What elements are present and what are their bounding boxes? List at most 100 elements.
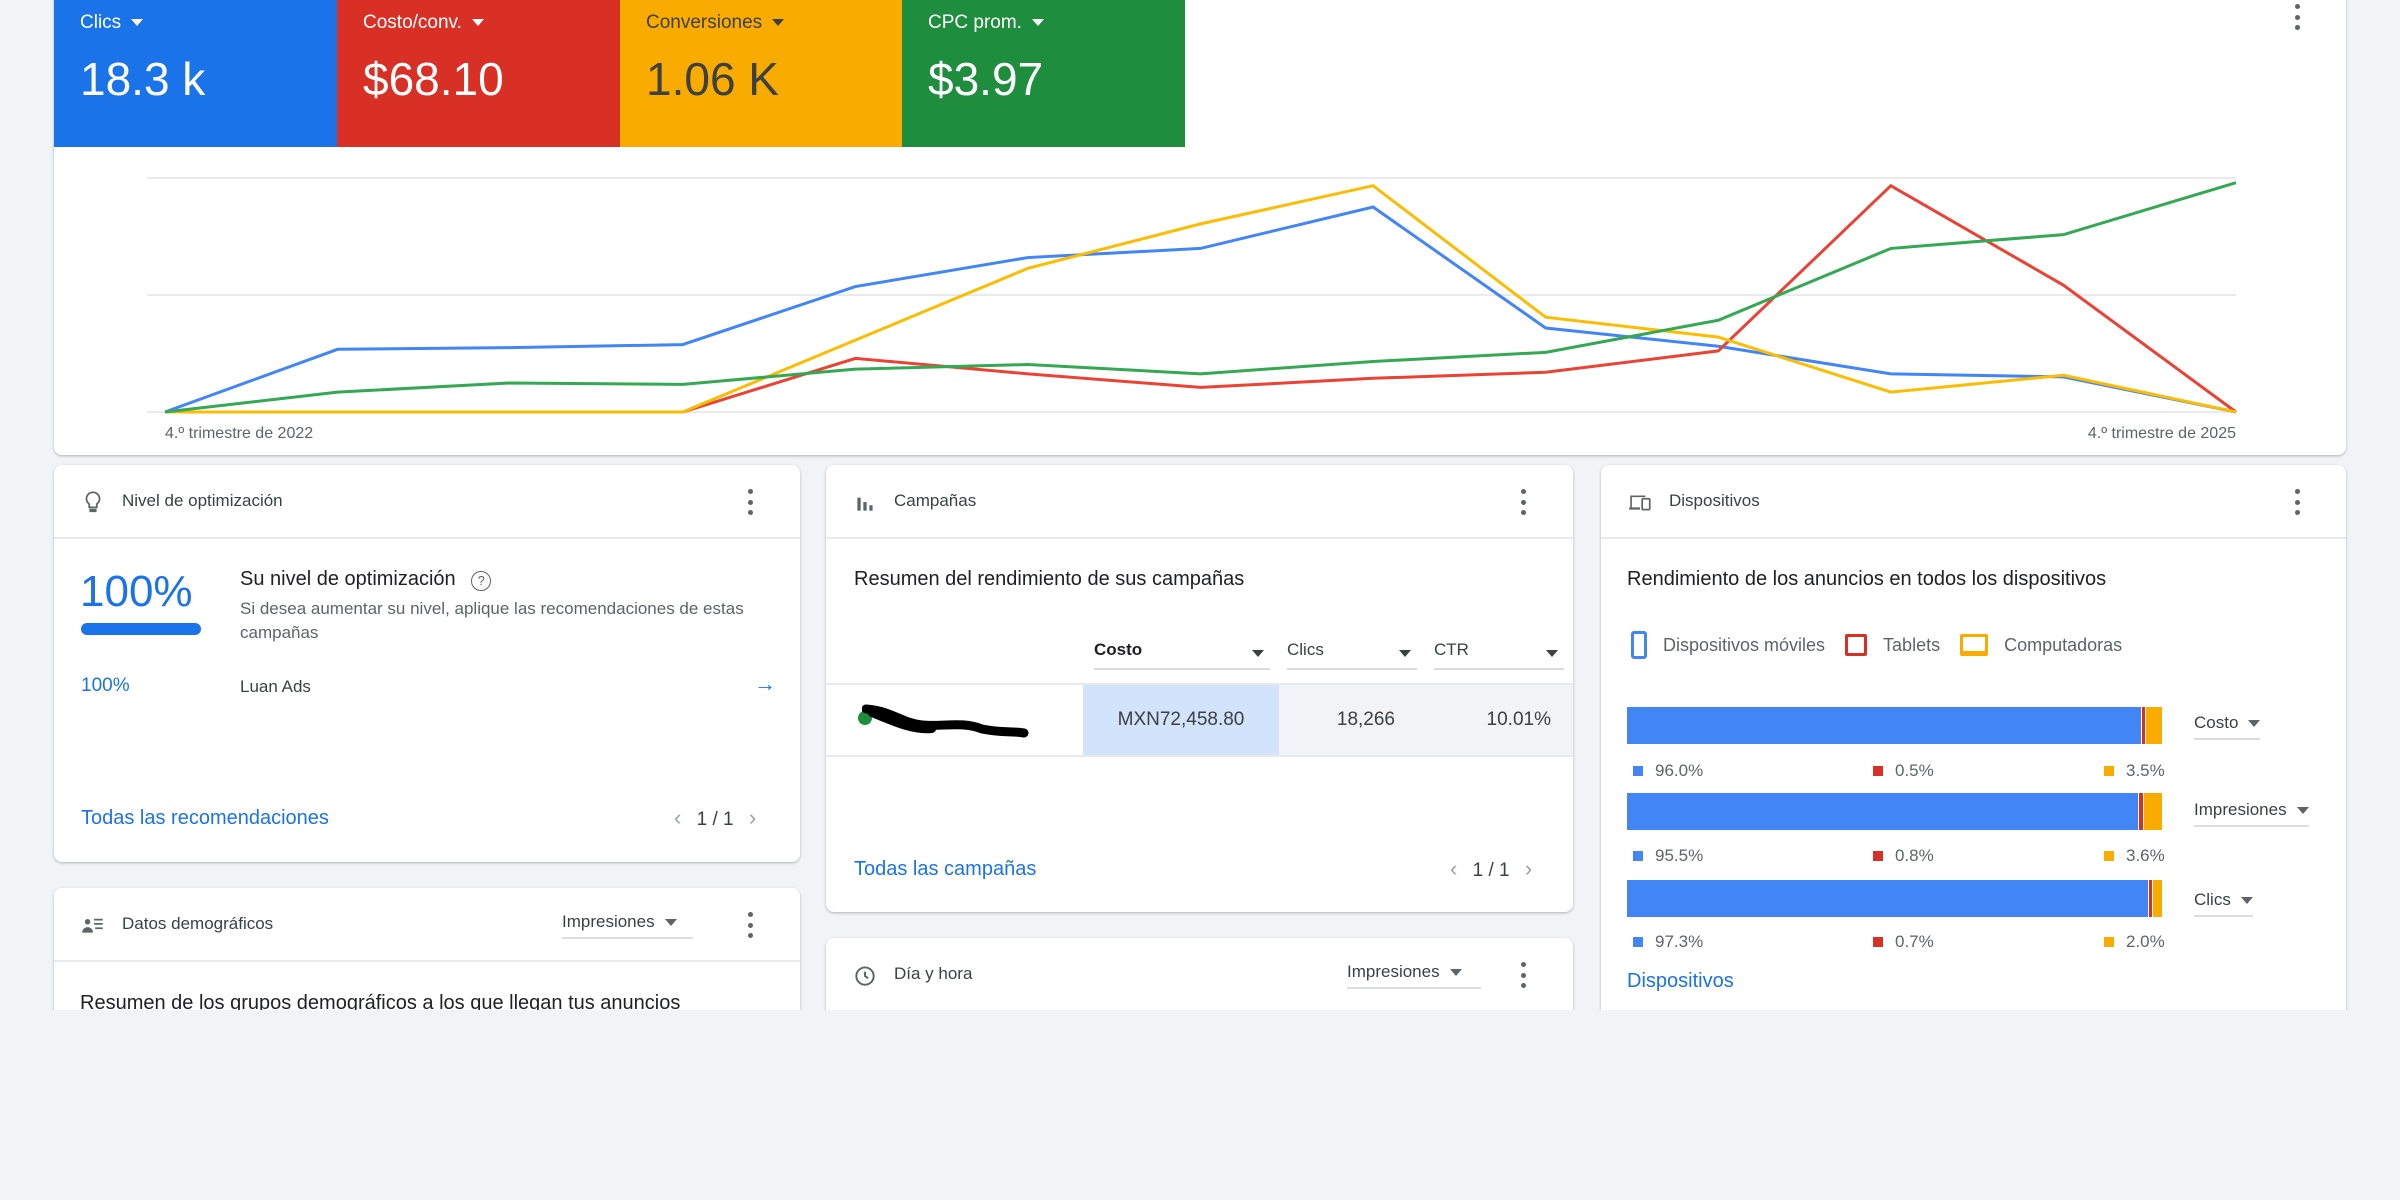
page-indicator: 1 / 1 <box>696 809 734 830</box>
metric-value: 1.06 K <box>646 53 779 105</box>
bar-segment-tablet <box>2147 880 2152 917</box>
metric-label[interactable]: Conversiones <box>646 12 785 34</box>
optimization-description: Si desea aumentar su nivel, aplique las … <box>240 599 744 642</box>
device-bar <box>1627 707 2162 744</box>
bar-chart-icon <box>857 497 873 511</box>
metric-dropdown[interactable]: Clics <box>2194 890 2253 917</box>
metric-value: $68.10 <box>363 53 504 105</box>
prev-page-button[interactable]: ‹ <box>1450 856 1458 881</box>
bar-segment-tablet <box>2140 707 2145 744</box>
metric-label[interactable]: Clics <box>80 12 144 34</box>
bar-segment-tablet <box>2138 793 2143 830</box>
card-title: Campañas <box>894 491 977 510</box>
more-options-icon[interactable] <box>1513 485 1533 519</box>
more-options-icon[interactable] <box>2287 0 2307 34</box>
optimization-card: Nivel de optimización 100% Su nivel de o… <box>54 465 800 862</box>
card-title: Datos demográficos <box>122 914 274 933</box>
demographics-card: Datos demográficos Impresiones Resumen d… <box>54 888 800 1010</box>
help-icon[interactable]: ? <box>471 571 492 591</box>
metric-label[interactable]: CPC prom. <box>928 12 1044 34</box>
all-campaigns-link[interactable]: Todas las campañas <box>854 858 1037 880</box>
column-header-clicks[interactable]: Clics <box>1287 640 1417 670</box>
legend-tablet: Tablets <box>1883 634 1941 655</box>
all-recommendations-link[interactable]: Todas las recomendaciones <box>81 807 329 829</box>
chevron-down-icon <box>1031 19 1044 27</box>
column-header-cost[interactable]: Costo <box>1094 640 1270 670</box>
phone-icon <box>1631 631 1647 659</box>
metric-value: 18.3 k <box>80 53 206 105</box>
device-bar <box>1627 793 2162 830</box>
bar-segment-mobile <box>1627 707 2141 744</box>
metric-dropdown[interactable]: Impresiones <box>1347 962 1481 989</box>
percent-label: 95.5% <box>1633 846 1703 866</box>
percent-label: 0.8% <box>1873 846 1934 866</box>
demographics-title: Resumen de los grupos demográficos a los… <box>80 992 681 1010</box>
account-name: Luan Ads <box>240 677 311 696</box>
metric-dropdown[interactable]: Costo <box>2194 713 2261 740</box>
optimization-score: 100% <box>80 567 193 616</box>
more-options-icon[interactable] <box>740 485 760 519</box>
card-header: Campañas <box>826 465 1573 539</box>
redacted-campaign-name <box>862 704 1029 738</box>
card-header: Nivel de optimización <box>54 465 800 539</box>
legend-mobile: Dispositivos móviles <box>1663 634 1826 655</box>
column-header-ctr[interactable]: CTR <box>1434 640 1564 670</box>
lightbulb-icon <box>85 491 101 513</box>
bar-segment-mobile <box>1627 880 2148 917</box>
ctr-cell: 10.01% <box>1429 685 1573 755</box>
series-line-costo-conv- <box>165 183 2237 414</box>
devices-legend: Dispositivos móviles Tablets Computadora… <box>1631 631 2122 659</box>
legend-computer: Computadoras <box>2004 634 2123 655</box>
card-title: Dispositivos <box>1669 491 1760 510</box>
series-line-clics <box>164 205 2237 414</box>
metric-tile[interactable]: Conversiones 1.06 K <box>620 0 902 147</box>
more-options-icon[interactable] <box>1513 958 1533 992</box>
pager: ‹ 1 / 1 › <box>674 805 756 831</box>
optimization-progress-bar <box>81 623 201 635</box>
metric-tile[interactable]: Clics 18.3 k <box>54 0 337 147</box>
cost-cell: MXN72,458.80 <box>1083 685 1279 755</box>
bar-segment-computer <box>2144 707 2162 744</box>
bar-segment-computer <box>2142 793 2162 830</box>
account-score: 100% <box>81 675 130 696</box>
card-header: Datos demográficos Impresiones <box>54 888 800 962</box>
percent-label: 0.7% <box>1873 932 1934 952</box>
chevron-down-icon <box>131 19 144 27</box>
prev-page-button[interactable]: ‹ <box>674 805 682 830</box>
metric-dropdown[interactable]: Impresiones <box>562 912 693 939</box>
metric-label[interactable]: Costo/conv. <box>363 12 484 34</box>
metric-value: $3.97 <box>928 53 1044 105</box>
devices-link[interactable]: Dispositivos <box>1627 970 1734 992</box>
percent-label: 96.0% <box>1633 761 1703 781</box>
metric-tile[interactable]: Costo/conv. $68.10 <box>337 0 620 147</box>
next-page-button[interactable]: › <box>1524 856 1533 881</box>
next-page-button[interactable]: › <box>748 805 757 830</box>
arrow-right-icon[interactable]: → <box>754 671 776 696</box>
device-bar <box>1627 880 2162 917</box>
chevron-down-icon <box>471 19 484 27</box>
performance-line-chart <box>147 177 2237 414</box>
clicks-cell: 18,266 <box>1279 685 1429 755</box>
card-header: Dispositivos <box>1601 465 2346 539</box>
demographics-icon <box>82 918 103 933</box>
metric-tile[interactable]: CPC prom. $3.97 <box>902 0 1185 147</box>
more-options-icon[interactable] <box>740 908 760 942</box>
percent-label: 0.5% <box>1873 761 1934 781</box>
bar-segment-computer <box>2151 880 2162 917</box>
x-axis-label-end: 4.º trimestre de 2025 <box>2087 425 2236 442</box>
schedule-icon <box>855 966 875 986</box>
day-hour-card: Día y hora Impresiones <box>826 938 1573 1010</box>
percent-label: 2.0% <box>2104 932 2165 952</box>
devices-icon <box>1629 495 1651 511</box>
percent-label: 3.5% <box>2104 761 2165 781</box>
percent-label: 3.6% <box>2104 846 2165 866</box>
pager: ‹ 1 / 1 › <box>1450 856 1532 882</box>
table-row[interactable]: MXN72,458.80 18,266 10.01% <box>826 683 1573 757</box>
campaigns-title: Resumen del rendimiento de sus campañas <box>854 568 1245 590</box>
more-options-icon[interactable] <box>2287 485 2307 519</box>
metric-dropdown[interactable]: Impresiones <box>2194 800 2309 827</box>
card-title: Día y hora <box>894 964 973 983</box>
x-axis-label-start: 4.º trimestre de 2022 <box>165 425 314 442</box>
page-indicator: 1 / 1 <box>1472 860 1510 881</box>
chevron-down-icon <box>772 19 785 27</box>
